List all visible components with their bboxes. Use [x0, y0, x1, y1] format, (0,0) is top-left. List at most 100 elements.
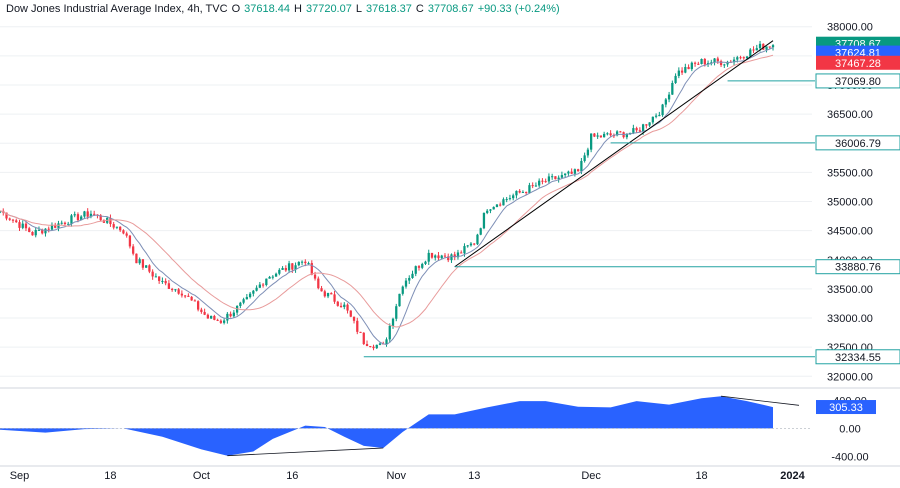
candle-body [719, 61, 723, 66]
candle-body [661, 104, 664, 116]
candle-body [333, 294, 336, 302]
time-tick-label: 16 [286, 470, 298, 482]
candle-body [723, 64, 726, 66]
candle-body [758, 43, 762, 49]
candle-body [278, 269, 281, 274]
candle-body [115, 226, 119, 228]
candle-body [528, 185, 531, 193]
candle-body [44, 228, 47, 234]
candle-body [248, 293, 252, 298]
candle-body [473, 243, 476, 245]
candle-body [0, 210, 2, 213]
candle-body [274, 273, 278, 277]
divergence-line[interactable] [227, 447, 384, 457]
candle-body [161, 280, 164, 282]
oscillator-value-badge [816, 400, 876, 415]
candle-body [385, 339, 388, 345]
candle-body [700, 58, 703, 64]
candle-body [213, 315, 216, 320]
candle-body [265, 278, 268, 285]
candle-body [330, 293, 333, 295]
candle-body [515, 190, 518, 196]
candle-body [346, 304, 349, 311]
candle-body [343, 304, 346, 307]
level-price-badge [815, 73, 900, 89]
candle-body [336, 301, 339, 306]
candle-body [518, 190, 521, 193]
candle-body [291, 263, 294, 270]
candle-body [200, 309, 203, 312]
candle-body [521, 191, 525, 193]
change-value: +90.33 (+0.24%) [477, 3, 560, 15]
candle-body [401, 286, 404, 294]
price-tick-label: 32000.00 [827, 371, 873, 383]
candle-body [261, 284, 265, 286]
candle-body [102, 220, 106, 223]
candle-body [216, 319, 219, 321]
candle-body [502, 199, 505, 206]
trendline[interactable] [454, 40, 774, 268]
candle-body [60, 222, 63, 224]
candle-body [736, 57, 739, 60]
candle-body [408, 277, 411, 281]
candle-body [154, 276, 158, 278]
candle-body [21, 223, 24, 228]
level-price-label: 32334.55 [835, 352, 881, 364]
candle-body [28, 228, 31, 232]
candle-body [486, 210, 489, 213]
candle-body [658, 115, 661, 117]
candle-body [596, 135, 599, 137]
candle-body [294, 265, 297, 270]
candle-body [567, 171, 570, 174]
candle-body [112, 224, 115, 228]
candle-body [492, 206, 495, 210]
candle-body [255, 287, 258, 291]
candle-body [560, 175, 564, 178]
candle-body [99, 215, 102, 221]
candle-body [245, 297, 248, 300]
close-value: 37708.67 [427, 3, 474, 15]
high-label: H [294, 3, 302, 15]
candle-body [742, 57, 745, 59]
candle-body [615, 131, 619, 136]
candle-body [456, 252, 460, 258]
candle-body [625, 134, 629, 138]
candle-body [41, 229, 44, 234]
candle-body [424, 261, 427, 264]
candle-body [307, 263, 310, 265]
candle-body [271, 276, 274, 278]
candle-body [427, 252, 430, 262]
candle-body [479, 228, 482, 235]
candle-body [421, 263, 424, 268]
candle-body [320, 288, 323, 292]
candle-body [771, 45, 775, 48]
time-tick-label: 18 [104, 470, 116, 482]
candle-body [573, 169, 577, 174]
candle-body [128, 235, 132, 247]
candle-body [352, 316, 356, 321]
candle-body [37, 229, 41, 231]
candle-body [755, 48, 758, 51]
candle-body [151, 271, 154, 277]
candle-body [313, 274, 317, 279]
candle-body [67, 223, 70, 225]
price-tick-label: 36500.00 [827, 109, 873, 121]
candle-body [726, 61, 729, 65]
candle-body [287, 263, 291, 271]
candle-body [440, 255, 443, 259]
candle-body [297, 261, 300, 266]
candle-body [109, 217, 112, 225]
candle-body [229, 313, 232, 317]
candle-body [693, 62, 697, 64]
candle-body [8, 218, 11, 220]
candle-body [570, 171, 573, 174]
candle-body [356, 320, 359, 332]
candle-body [654, 115, 658, 117]
candle-body [145, 265, 148, 268]
divergence-line[interactable] [721, 395, 800, 406]
candle-body [453, 254, 456, 258]
high-value: 37720.07 [305, 3, 352, 15]
candle-body [593, 133, 596, 137]
